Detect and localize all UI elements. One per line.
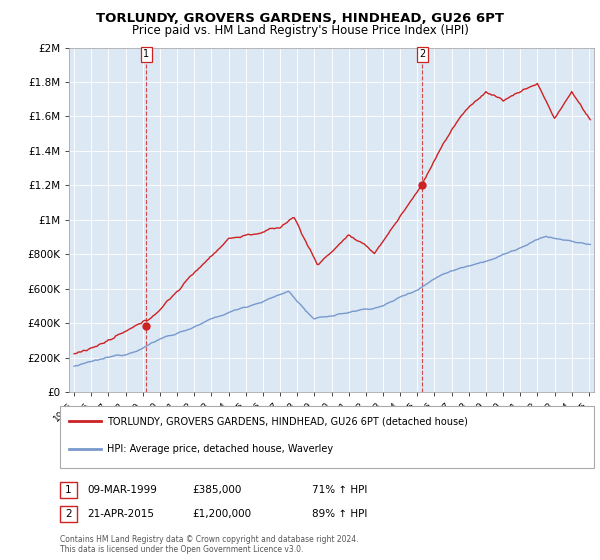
Text: 21-APR-2015: 21-APR-2015 (87, 509, 154, 519)
Text: 1: 1 (143, 49, 149, 59)
Text: 1: 1 (65, 485, 72, 495)
Text: Contains HM Land Registry data © Crown copyright and database right 2024.
This d: Contains HM Land Registry data © Crown c… (60, 535, 359, 554)
Text: HPI: Average price, detached house, Waverley: HPI: Average price, detached house, Wave… (107, 444, 333, 454)
Text: £1,200,000: £1,200,000 (192, 509, 251, 519)
Text: 2: 2 (419, 49, 425, 59)
Text: Price paid vs. HM Land Registry's House Price Index (HPI): Price paid vs. HM Land Registry's House … (131, 24, 469, 36)
Text: 09-MAR-1999: 09-MAR-1999 (87, 485, 157, 495)
Text: £385,000: £385,000 (192, 485, 241, 495)
Text: 89% ↑ HPI: 89% ↑ HPI (312, 509, 367, 519)
Text: TORLUNDY, GROVERS GARDENS, HINDHEAD, GU26 6PT (detached house): TORLUNDY, GROVERS GARDENS, HINDHEAD, GU2… (107, 417, 467, 426)
Text: TORLUNDY, GROVERS GARDENS, HINDHEAD, GU26 6PT: TORLUNDY, GROVERS GARDENS, HINDHEAD, GU2… (96, 12, 504, 25)
Text: 2: 2 (65, 509, 72, 519)
Text: 71% ↑ HPI: 71% ↑ HPI (312, 485, 367, 495)
